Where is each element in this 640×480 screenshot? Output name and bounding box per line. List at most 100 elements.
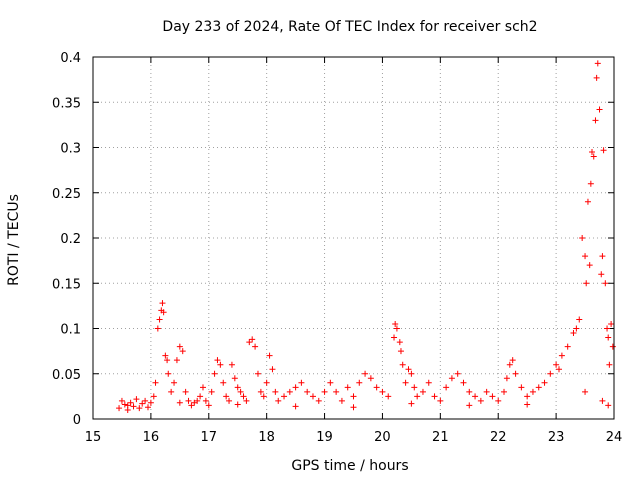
x-tick-label: 19 [316,430,333,445]
x-tick-label: 22 [490,430,507,445]
data-point [576,316,583,323]
data-point [118,397,125,404]
data-point [124,402,131,409]
data-point [211,370,218,377]
x-tick-label: 17 [201,430,218,445]
data-point [598,271,605,278]
x-tick-label: 18 [258,430,275,445]
data-point [397,348,404,355]
data-point [582,253,589,260]
data-point [460,379,467,386]
data-point [147,399,154,406]
data-point [223,393,230,400]
x-tick-label: 23 [548,430,565,445]
data-point [150,393,157,400]
grid-layer [93,57,614,419]
data-point [556,366,563,373]
data-point [333,388,340,395]
data-point [168,388,175,395]
data-point [263,379,270,386]
data-point [518,384,525,391]
data-point [171,379,178,386]
data-point [584,198,591,205]
x-axis-label: GPS time / hours [291,458,408,474]
data-point [199,384,206,391]
data-point [599,253,606,260]
data-point [582,388,589,395]
data-point [573,325,580,332]
data-point [454,370,461,377]
data-point [609,343,616,350]
data-point [188,402,195,409]
data-point [139,400,146,407]
data-point [234,401,241,408]
data-point [257,388,264,395]
y-tick-label: 0.35 [52,96,81,111]
data-point [399,361,406,368]
data-point [130,403,137,410]
data-point [356,379,363,386]
data-point [393,325,400,332]
data-point [396,339,403,346]
y-tick-label: 0.1 [60,323,81,338]
data-point [133,396,140,403]
data-point [512,370,519,377]
data-point [437,397,444,404]
data-point [173,357,180,364]
plot-frame [92,56,615,420]
data-point [237,388,244,395]
data-point [179,348,186,355]
data-point [583,280,590,287]
data-point [414,393,421,400]
data-point [379,388,386,395]
data-point [586,262,593,269]
data-point [338,397,345,404]
data-point [286,388,293,395]
data-point [292,384,299,391]
data-point [529,388,536,395]
data-point [509,357,516,364]
data-point [564,343,571,350]
data-point [367,375,374,382]
data-point [408,370,415,377]
data-point [599,397,606,404]
data-point [600,147,607,154]
data-point [208,388,215,395]
data-point [164,357,171,364]
data-point [602,280,609,287]
data-point [592,117,599,124]
x-tick-label: 20 [374,430,391,445]
x-tick-label: 15 [85,430,102,445]
data-point [176,343,183,350]
data-point [176,399,183,406]
data-point [604,325,611,332]
data-point [402,379,409,386]
x-tick-label: 21 [432,430,449,445]
data-point [165,370,172,377]
data-point [350,404,357,411]
data-point [202,397,209,404]
data-point [606,361,613,368]
x-tick-label: 24 [606,430,623,445]
data-point [217,361,224,368]
data-point [501,388,508,395]
data-point [589,149,596,156]
y-axis-label: ROTI / TECUs [6,194,22,286]
data-point [587,180,594,187]
data-point [391,334,398,341]
data-point [350,393,357,400]
data-point [605,402,612,409]
data-point [243,397,250,404]
data-point [553,361,560,368]
data-point [594,60,601,67]
data-point [477,397,484,404]
data-point [240,393,247,400]
y-tick-label: 0.4 [60,51,81,66]
data-point [266,352,273,359]
data-point [570,330,577,337]
data-point [160,309,167,316]
data-point [524,401,531,408]
data-point [535,384,542,391]
data-point [254,370,261,377]
